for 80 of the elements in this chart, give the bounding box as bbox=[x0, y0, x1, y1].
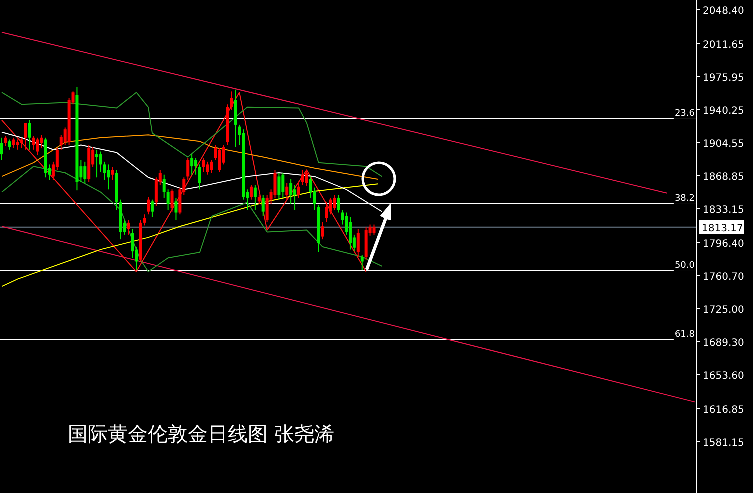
candlestick bbox=[162, 174, 166, 198]
candlestick bbox=[337, 194, 340, 214]
y-tick-label: 1975.95 bbox=[703, 72, 744, 84]
candlestick bbox=[24, 122, 28, 150]
candlestick bbox=[198, 164, 202, 190]
y-tick-label: 1868.85 bbox=[703, 172, 744, 183]
candlestick bbox=[36, 137, 40, 156]
y-tick-label: 1725.00 bbox=[703, 304, 744, 316]
annotation: 61.8 bbox=[674, 330, 696, 340]
annotation: 23.6 bbox=[674, 108, 696, 119]
candlestick bbox=[372, 224, 376, 236]
candlestick bbox=[84, 161, 87, 184]
candlestick bbox=[250, 184, 253, 200]
candlestick bbox=[210, 160, 214, 174]
candlestick bbox=[278, 172, 281, 200]
candlestick bbox=[154, 177, 158, 207]
candlestick bbox=[254, 184, 257, 210]
candlestick bbox=[294, 184, 297, 210]
candlestick bbox=[32, 136, 36, 150]
candlestick bbox=[230, 91, 234, 111]
y-tick-label: 1760.70 bbox=[703, 272, 744, 283]
y-tick-label: 1940.25 bbox=[703, 106, 744, 117]
candlestick bbox=[218, 148, 222, 173]
candlestick bbox=[111, 166, 114, 181]
candlestick bbox=[305, 170, 308, 186]
candlestick bbox=[282, 172, 285, 198]
y-tick-label: 1833.15 bbox=[703, 204, 744, 216]
candlestick bbox=[150, 199, 154, 218]
candlestick bbox=[258, 194, 261, 205]
candlestick bbox=[290, 178, 293, 205]
candlestick bbox=[360, 254, 364, 271]
candlestick bbox=[127, 220, 130, 236]
y-tick-label: 1689.30 bbox=[703, 338, 744, 349]
candlestick bbox=[356, 228, 360, 258]
candlestick bbox=[170, 189, 174, 212]
candlestick bbox=[325, 202, 328, 223]
y-tick-label: 1796.40 bbox=[703, 238, 744, 250]
y-tick-label: 1653.60 bbox=[703, 370, 744, 382]
candlestick bbox=[262, 194, 265, 217]
candlestick bbox=[194, 158, 198, 176]
candlestick bbox=[321, 222, 324, 240]
y-tick-label: 2048.40 bbox=[703, 6, 744, 17]
candlestick bbox=[190, 154, 194, 176]
candlestick bbox=[202, 158, 206, 173]
candlestick bbox=[206, 161, 210, 176]
line-series bbox=[2, 166, 383, 272]
candlestick bbox=[99, 151, 102, 173]
candlestick bbox=[107, 164, 110, 190]
candlestick bbox=[96, 149, 99, 178]
candlestick bbox=[4, 136, 8, 147]
candlestick bbox=[174, 197, 178, 221]
y-tick-label: 1581.15 bbox=[703, 438, 744, 449]
candlestick bbox=[0, 137, 4, 161]
annotation: 38.2 bbox=[674, 194, 695, 204]
line-series bbox=[2, 92, 367, 272]
candlestick bbox=[166, 189, 170, 210]
candlestick bbox=[297, 182, 300, 198]
y-tick-label: 2011.65 bbox=[703, 40, 744, 51]
y-tick-label: 1616.85 bbox=[703, 404, 744, 416]
candlestick bbox=[348, 216, 352, 250]
candlestick bbox=[16, 139, 20, 150]
candlestick bbox=[40, 134, 44, 149]
candlestick bbox=[329, 197, 332, 216]
candlestick bbox=[333, 194, 336, 210]
y-tick-label: 1904.55 bbox=[703, 138, 744, 150]
candlestick bbox=[20, 137, 24, 149]
candlestick bbox=[28, 120, 32, 150]
candlestick bbox=[103, 161, 106, 181]
candlestick bbox=[286, 182, 289, 200]
candlestick bbox=[131, 228, 134, 259]
candlestick bbox=[301, 170, 304, 186]
candlestick bbox=[12, 137, 16, 149]
candlestick bbox=[266, 194, 269, 223]
annotation: 50.0 bbox=[674, 260, 696, 271]
candlestick bbox=[8, 139, 12, 150]
candlestick bbox=[143, 214, 146, 226]
candlestick bbox=[186, 158, 190, 181]
text: 国际黄金伦敦金日线图 张尧浠 bbox=[68, 422, 334, 446]
candlestick bbox=[147, 196, 150, 216]
ref-line-label: 1813.17 bbox=[702, 223, 744, 234]
